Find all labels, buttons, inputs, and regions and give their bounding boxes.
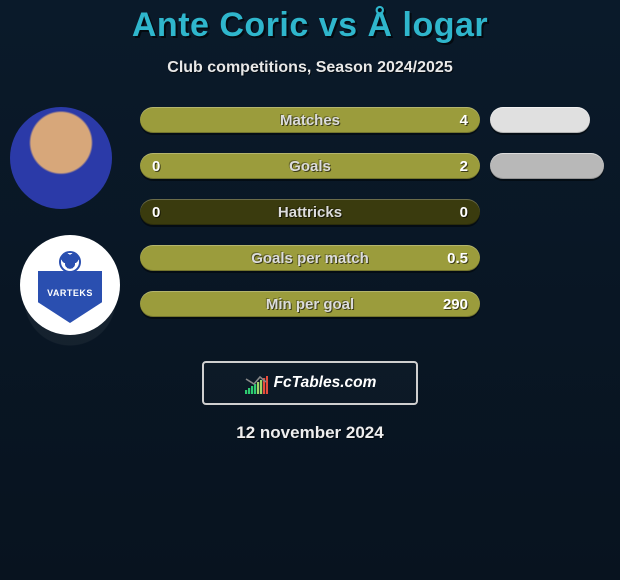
date-text: 12 november 2024 xyxy=(0,423,620,443)
stat-label: Goals per match xyxy=(251,250,369,267)
content-area: VARTEKS Matches 4 0 Goals 2 0 Hattricks 0 Goals … xyxy=(0,107,620,347)
stat-row-hattricks: 0 Hattricks 0 xyxy=(140,199,480,225)
stat-right-value: 290 xyxy=(443,296,468,313)
brand-box: FcTables.com xyxy=(202,361,418,405)
stat-right-value: 4 xyxy=(460,112,468,129)
stat-right-value: 0 xyxy=(460,204,468,221)
club-shield-icon: VARTEKS xyxy=(38,247,102,323)
stat-label: Min per goal xyxy=(266,296,354,313)
stat-left-value: 0 xyxy=(152,204,160,221)
stat-left-value: 0 xyxy=(152,158,160,175)
infographic-root: Ante Coric vs Å logar Club competitions,… xyxy=(0,0,620,580)
stat-right-value: 2 xyxy=(460,158,468,175)
stat-row-goals-per-match: Goals per match 0.5 xyxy=(140,245,480,271)
stat-row-matches: Matches 4 xyxy=(140,107,480,133)
page-title: Ante Coric vs Å logar xyxy=(0,0,620,45)
stat-row-goals: 0 Goals 2 xyxy=(140,153,480,179)
stat-label: Hattricks xyxy=(278,204,342,221)
subtitle: Club competitions, Season 2024/2025 xyxy=(0,59,620,77)
ball-icon xyxy=(59,251,81,273)
stat-row-min-per-goal: Min per goal 290 xyxy=(140,291,480,317)
stat-right-value: 0.5 xyxy=(447,250,468,267)
stat-bars: Matches 4 0 Goals 2 0 Hattricks 0 Goals per matc… xyxy=(140,107,480,337)
brand-text: FcTables.com xyxy=(274,374,377,392)
stat-label: Goals xyxy=(289,158,331,175)
club-badge: VARTEKS xyxy=(20,235,120,335)
side-pill xyxy=(490,153,604,179)
side-pills xyxy=(490,107,610,337)
shield-body: VARTEKS xyxy=(38,271,102,323)
brand-chart-icon xyxy=(244,372,268,394)
player-avatar xyxy=(10,107,112,209)
side-pill xyxy=(490,107,590,133)
stat-label: Matches xyxy=(280,112,340,129)
club-badge-label: VARTEKS xyxy=(47,288,93,298)
